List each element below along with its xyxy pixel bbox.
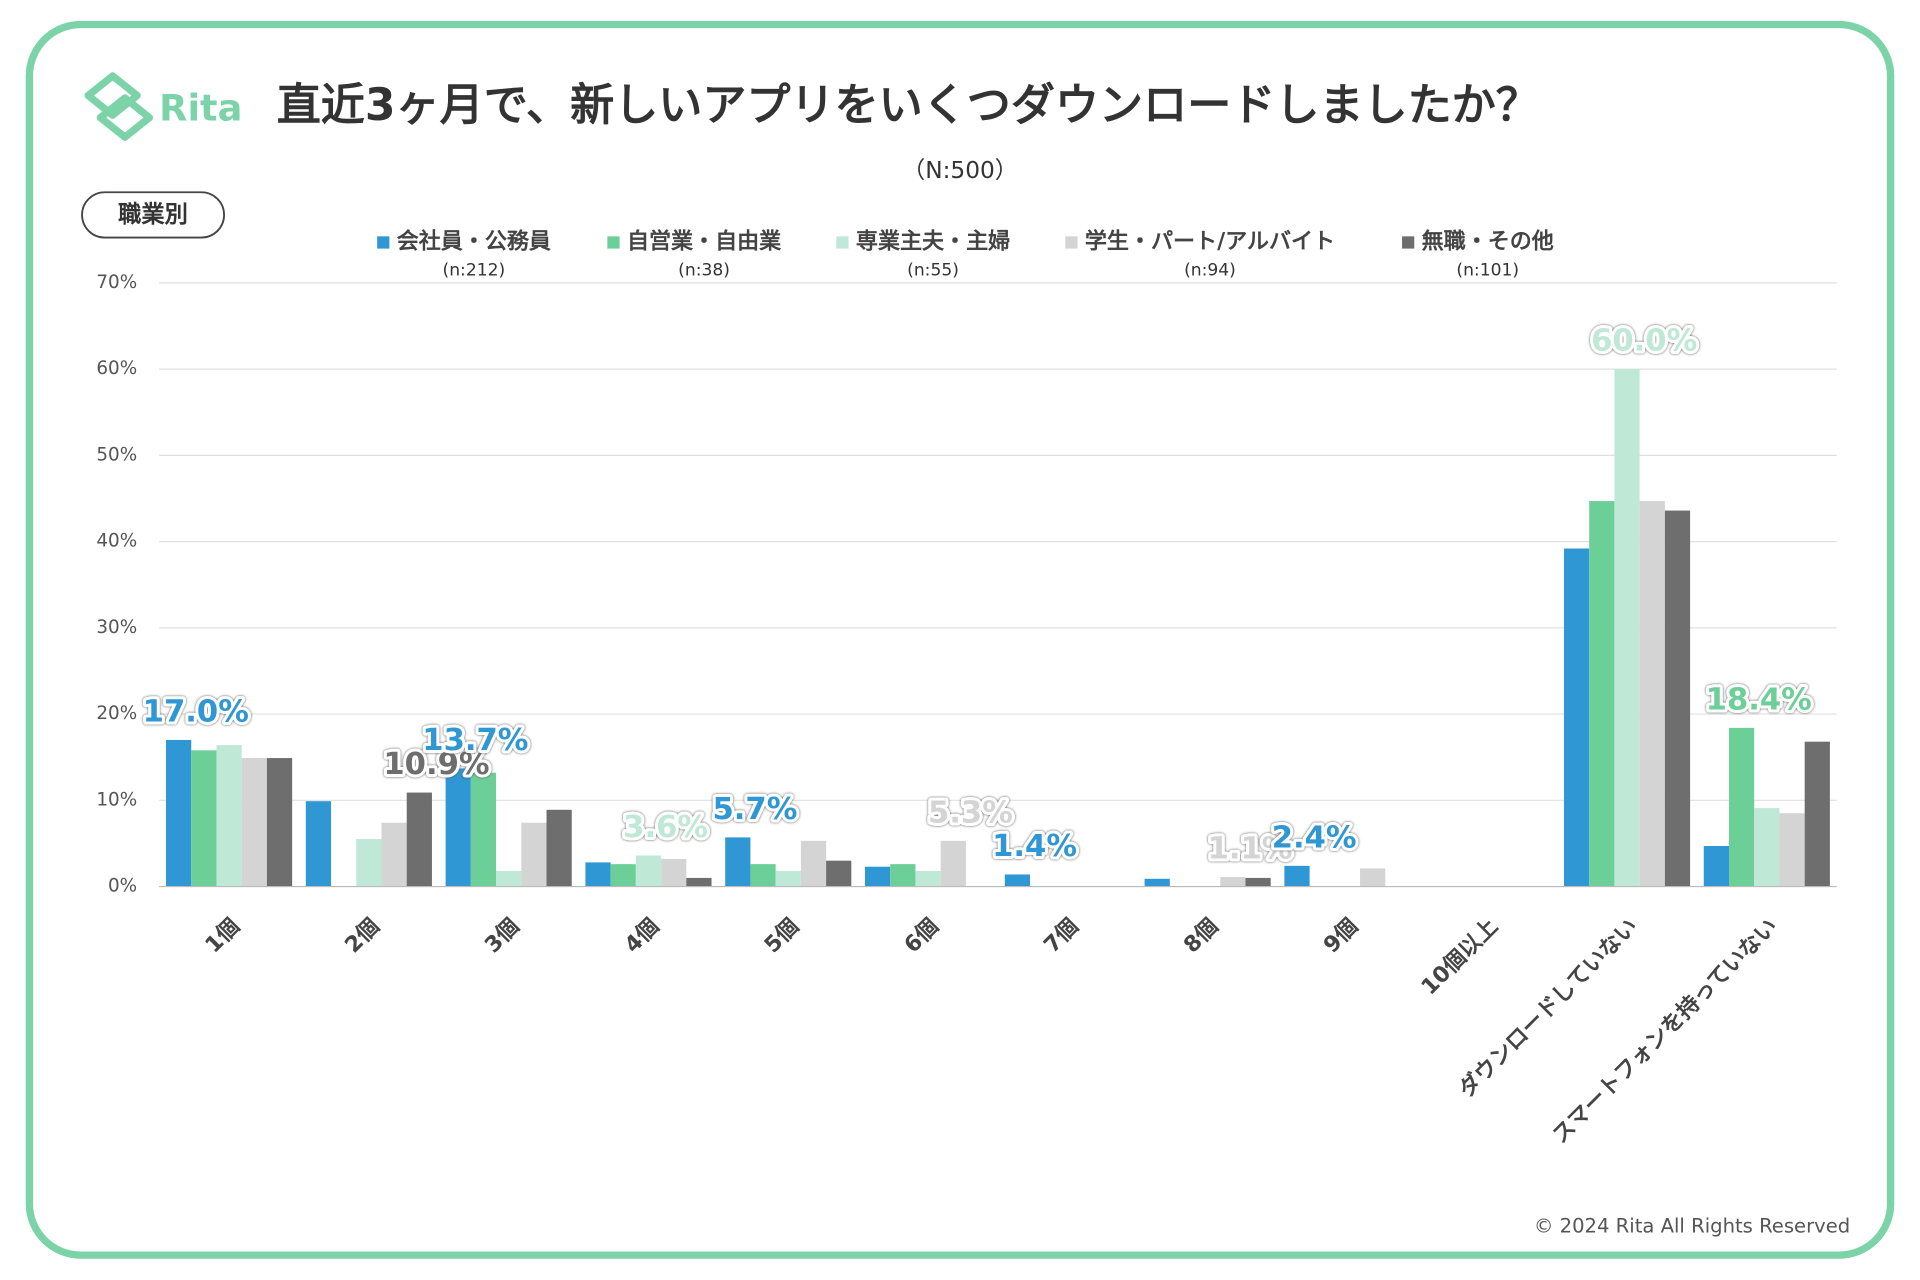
- value-label: 1.1%: [1208, 832, 1293, 867]
- y-tick-label: 20%: [96, 703, 137, 724]
- bar: [826, 860, 852, 887]
- y-tick-label: 70%: [96, 272, 137, 293]
- bar: [1754, 808, 1780, 887]
- legend-note: (n:38): [678, 261, 730, 281]
- badge-frame: [81, 191, 225, 239]
- value-label: 3.6%: [623, 810, 708, 845]
- bar: [470, 772, 497, 887]
- bar: [940, 840, 966, 887]
- y-tick-label: 10%: [96, 789, 137, 810]
- legend-label: 専業主夫・主婦: [856, 228, 1010, 254]
- bar: [1220, 877, 1246, 887]
- bar: [1245, 877, 1271, 887]
- legend-note: (n:55): [907, 261, 959, 281]
- chart-subtitle: （N:500）: [902, 157, 1018, 184]
- bar: [661, 858, 687, 887]
- bar: [1614, 369, 1640, 887]
- value-label: 5.7%: [713, 792, 798, 827]
- bar: [191, 750, 217, 887]
- y-tick-label: 50%: [96, 444, 137, 465]
- logo-text: Rita: [159, 87, 242, 130]
- bar: [406, 792, 432, 887]
- bar: [890, 864, 916, 887]
- bar: [865, 866, 891, 887]
- copyright: © 2024 Rita All Rights Reserved: [1534, 1214, 1850, 1237]
- bar: [216, 745, 242, 887]
- value-label: 18.4%: [1706, 682, 1812, 717]
- legend-note: (n:212): [443, 261, 506, 281]
- value-label: 5.3%: [928, 795, 1013, 830]
- legend-label: 自営業・自由業: [627, 228, 782, 254]
- bar: [1804, 741, 1830, 887]
- bar: [496, 871, 522, 887]
- y-tick-label: 40%: [96, 531, 137, 552]
- bar: [266, 758, 293, 887]
- value-label: 1.4%: [992, 829, 1077, 864]
- bar: [546, 809, 572, 887]
- bar: [725, 837, 751, 887]
- y-tick-label: 0%: [108, 876, 137, 897]
- legend-label: 学生・パート/アルバイト: [1085, 228, 1335, 254]
- value-label: 10.9%: [383, 747, 489, 782]
- bar: [1144, 878, 1170, 887]
- bar: [445, 768, 471, 887]
- bar: [610, 864, 636, 887]
- value-label: 2.4%: [1272, 820, 1357, 855]
- bar: [800, 840, 827, 887]
- bar: [1703, 846, 1729, 887]
- bar: [686, 877, 712, 887]
- badge: 職業別: [118, 201, 188, 228]
- bar: [305, 801, 332, 887]
- bar: [241, 758, 267, 887]
- legend-swatch: [607, 236, 620, 249]
- legend-label: 会社員・公務員: [397, 228, 551, 254]
- bar: [635, 855, 662, 887]
- value-label: 13.7%: [422, 723, 528, 758]
- bar: [1729, 727, 1755, 887]
- legend-swatch: [1402, 236, 1415, 249]
- chart-title: 直近3ヶ月で、新しいアプリをいくつダウンロードしましたか？: [277, 80, 1540, 131]
- value-label: 17.0%: [143, 695, 249, 730]
- legend-swatch: [377, 236, 390, 249]
- legend-swatch: [836, 236, 849, 249]
- bar: [1563, 548, 1590, 887]
- bar: [775, 871, 801, 887]
- bar: [521, 822, 547, 887]
- frame: [25, 20, 1895, 1259]
- legend-note: (n:94): [1184, 261, 1236, 281]
- y-tick-label: 60%: [96, 358, 137, 379]
- bar: [381, 822, 407, 887]
- bar: [1639, 501, 1665, 887]
- bar: [166, 739, 192, 887]
- bar: [750, 864, 776, 887]
- bar: [1664, 510, 1691, 887]
- legend-swatch: [1065, 236, 1078, 249]
- value-label: 60.0%: [1591, 324, 1697, 359]
- bar: [1360, 868, 1386, 887]
- bar: [585, 862, 611, 887]
- bar: [356, 839, 382, 887]
- bar: [1004, 874, 1031, 887]
- bar: [1779, 813, 1805, 887]
- y-tick-label: 30%: [96, 617, 137, 638]
- bar: [1284, 865, 1310, 887]
- logo-icon: [84, 72, 154, 141]
- bar: [915, 871, 941, 887]
- legend-label: 無職・その他: [1422, 228, 1554, 254]
- bar: [1589, 501, 1615, 887]
- legend-note: (n:101): [1456, 261, 1519, 281]
